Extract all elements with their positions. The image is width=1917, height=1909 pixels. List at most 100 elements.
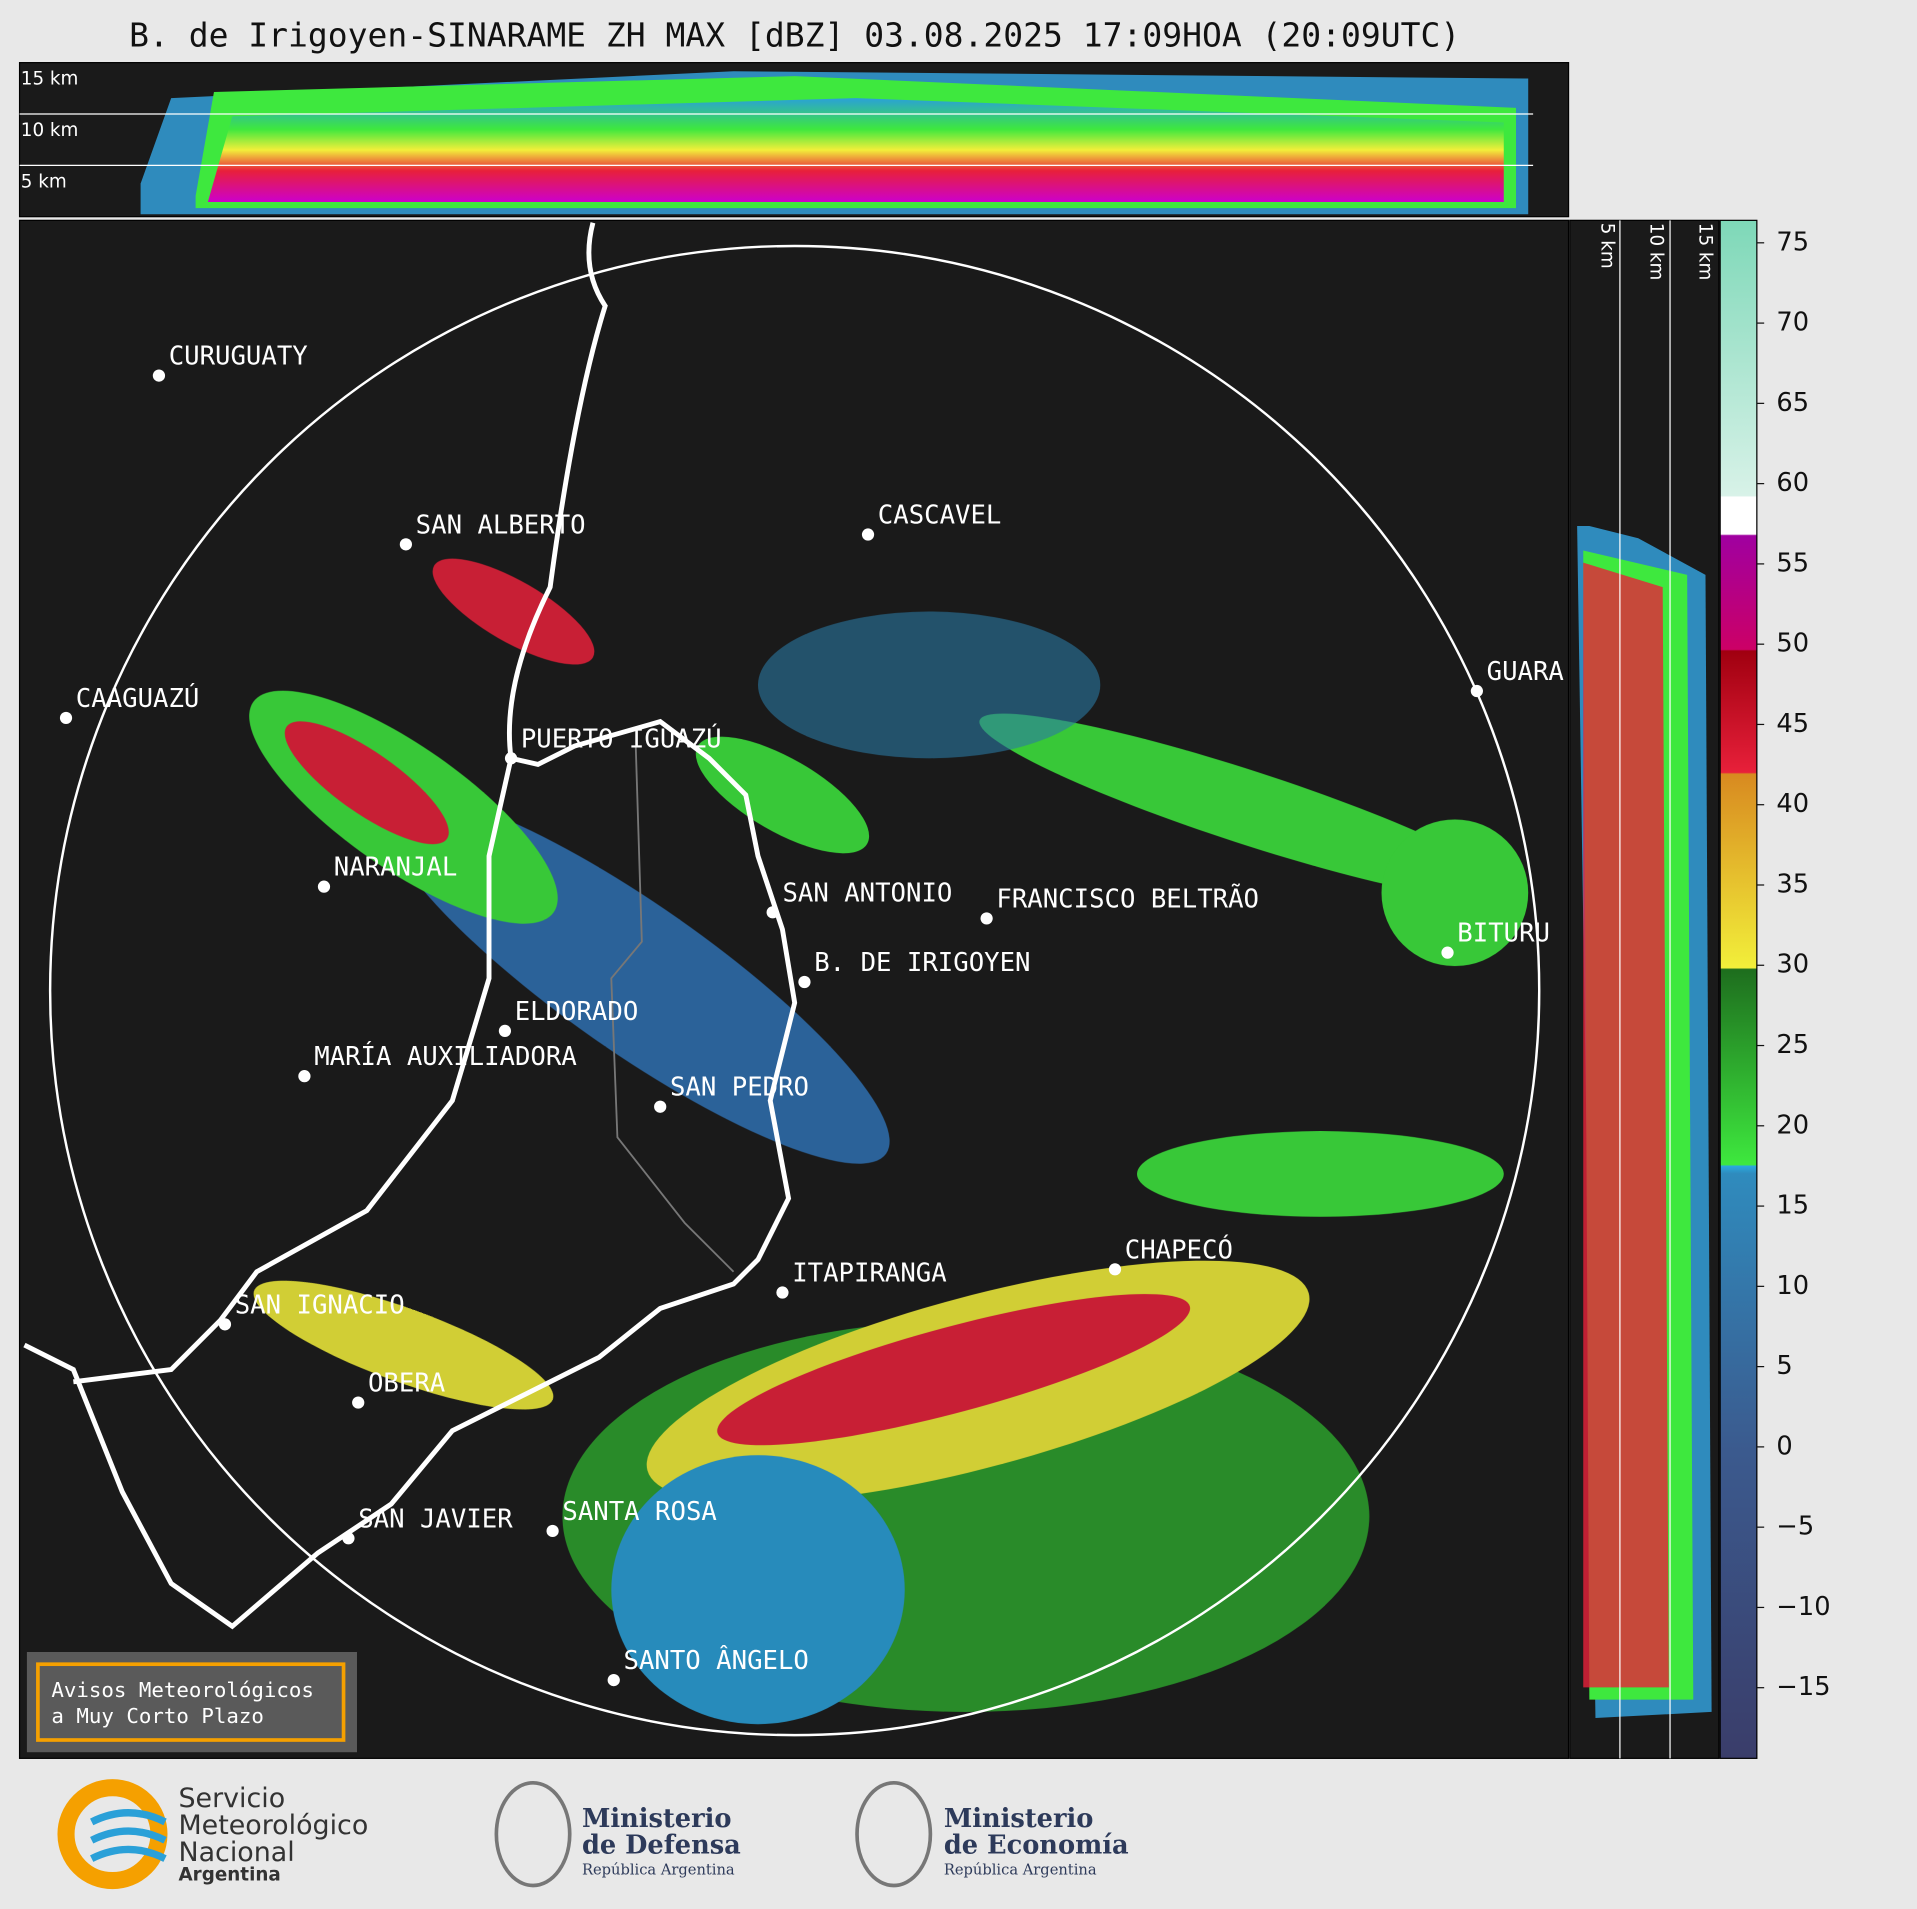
place-label: CHAPECÓ: [1125, 1233, 1233, 1265]
place-dot: [766, 906, 779, 919]
place-label: SAN IGNACIO: [235, 1290, 405, 1320]
logo-text: Ministerio: [944, 1804, 1094, 1834]
place-dot: [504, 752, 518, 765]
logo-smn: [57, 1779, 168, 1890]
height-label: 5 km: [21, 171, 67, 192]
place-dot: [1108, 1263, 1122, 1276]
place-dot: [298, 1070, 311, 1083]
echo: [611, 1455, 905, 1725]
place-dot: [399, 538, 413, 551]
colorbar-tick-label: 60: [1776, 468, 1809, 498]
colorbar-tick-label: 70: [1776, 308, 1809, 338]
colorbar-tick-label: −5: [1776, 1512, 1814, 1542]
logo-text: de Defensa: [582, 1831, 741, 1861]
colorbar-tick-label: 50: [1776, 629, 1809, 659]
colorbar-tick-label: 65: [1776, 388, 1809, 418]
place-dot: [861, 528, 875, 541]
place-dot: [59, 711, 73, 725]
place-label: FRANCISCO BELTRÃO: [996, 882, 1259, 914]
place-label: SANTO ÂNGELO: [624, 1644, 809, 1676]
logo-text: Servicio: [178, 1783, 285, 1814]
echo: [717, 1293, 1191, 1446]
echo: [695, 736, 870, 854]
height-label: 5 km: [1597, 223, 1618, 269]
place-label: CASCAVEL: [878, 501, 1002, 531]
place-dot: [342, 1532, 355, 1545]
logo-text: Ministerio: [582, 1804, 732, 1834]
place-dot: [352, 1396, 365, 1409]
place-dot: [1441, 946, 1454, 959]
height-label: 10 km: [21, 120, 79, 141]
height-label: 15 km: [21, 69, 79, 90]
place-dot: [654, 1100, 667, 1113]
place-label: ELDORADO: [515, 997, 639, 1027]
echoes: [249, 558, 1529, 1725]
place-dot: [546, 1524, 559, 1538]
echo: [757, 611, 1101, 759]
colorbar-tick-label: 10: [1776, 1271, 1809, 1301]
logo-text: de Economía: [944, 1831, 1129, 1861]
place-label: OBERA: [368, 1369, 445, 1399]
place-dot: [152, 369, 166, 382]
place-dot: [1470, 684, 1483, 698]
colorbar: [1719, 219, 1758, 1759]
place-dot: [498, 1024, 512, 1038]
place-dot: [798, 975, 811, 989]
notice-text: Avisos Meteorológicos: [51, 1678, 314, 1702]
place-dot: [776, 1286, 789, 1299]
place-label: SAN PEDRO: [670, 1073, 809, 1103]
place-label: SANTA ROSA: [562, 1497, 716, 1527]
place-dot: [218, 1318, 232, 1331]
height-label: 10 km: [1645, 223, 1666, 281]
logo-text: Nacional: [178, 1837, 294, 1868]
notice-text: a Muy Corto Plazo: [51, 1704, 264, 1728]
colorbar-tick-label: 25: [1776, 1030, 1809, 1060]
title: B. de Irigoyen-SINARAME ZH MAX [dBZ] 03.…: [129, 16, 1460, 55]
echo: [432, 558, 595, 665]
colorbar-tick-label: 30: [1776, 950, 1809, 980]
colorbar-tick-label: 5: [1776, 1351, 1792, 1381]
logo-text: República Argentina: [582, 1861, 735, 1878]
range-ring: [48, 244, 1541, 1737]
place-label: MARÍA AUXILIADORA: [314, 1040, 577, 1072]
place-label: SAN JAVIER: [358, 1504, 513, 1534]
echo: [1583, 562, 1669, 1688]
echo: [207, 98, 1504, 203]
place-label: SAN ALBERTO: [416, 510, 586, 540]
place-label: SAN ANTONIO: [782, 878, 952, 908]
place-label: CAAGUAZÚ: [76, 682, 200, 714]
colorbar-tick-label: 0: [1776, 1431, 1792, 1461]
colorbar-tick-label: −15: [1776, 1672, 1830, 1702]
colorbar-tick-label: 75: [1776, 227, 1809, 257]
echo: [1136, 1131, 1504, 1217]
echo: [1381, 819, 1529, 967]
height-label: 15 km: [1694, 223, 1715, 281]
colorbar-tick-label: 15: [1776, 1191, 1809, 1221]
place-label: ITAPIRANGA: [792, 1259, 946, 1289]
colorbar-tick-label: 40: [1776, 789, 1809, 819]
colorbar-tick-label: 55: [1776, 548, 1809, 578]
place-label: B. DE IRIGOYEN: [814, 948, 1030, 978]
logo-mark: [90, 1809, 167, 1862]
place-dot: [980, 912, 993, 925]
place-label: NARANJAL: [334, 853, 458, 883]
province-line: [610, 746, 735, 1273]
place-label: CURUGUATY: [169, 342, 308, 372]
logo-mark: [855, 1780, 933, 1888]
colorbar-tick-label: 20: [1776, 1110, 1809, 1140]
notice-box: [26, 1651, 357, 1753]
logo-text: Meteorológico: [178, 1810, 368, 1841]
echo: [284, 721, 449, 845]
logo-text: Argentina: [178, 1865, 280, 1886]
logo-text: República Argentina: [944, 1861, 1097, 1878]
place-label: PUERTO IGUAZÚ: [521, 722, 722, 754]
places: CURUGUATY SAN ALBERTO CASCAVEL CAAGUAZÚ GUAR…: [59, 342, 1564, 1687]
place-dot: [317, 880, 331, 893]
colorbar-tick-label: 35: [1776, 869, 1809, 899]
logo-mark: [494, 1780, 572, 1888]
place-label: GUARA: [1487, 657, 1564, 687]
